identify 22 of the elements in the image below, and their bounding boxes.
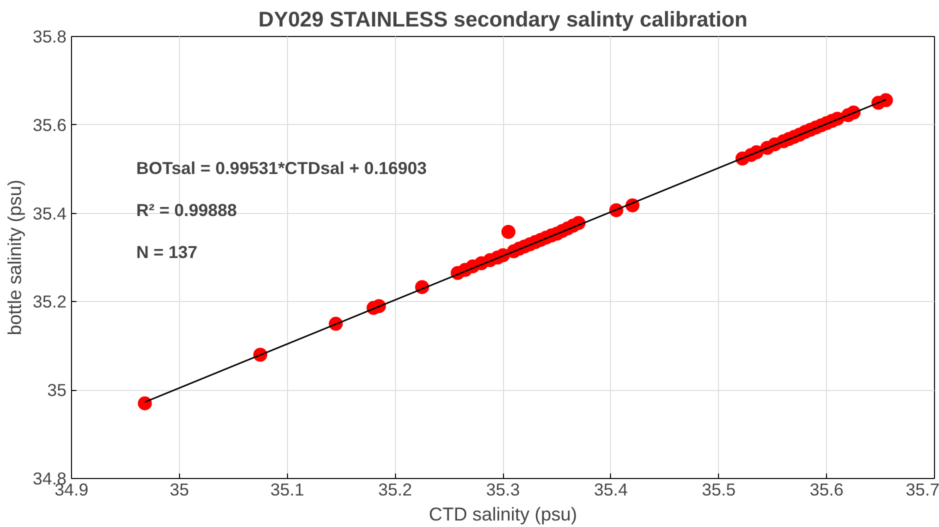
- y-tick-label: 35.8: [32, 26, 67, 46]
- y-tick-label: 35.4: [32, 203, 67, 224]
- annotation: N = 137: [136, 242, 198, 262]
- x-tick-label: 35.5: [702, 480, 736, 500]
- x-tick-label: 35: [170, 480, 190, 500]
- point: [878, 93, 893, 108]
- chart-title: DY029 STAINLESS secondary salinty calibration: [258, 8, 748, 32]
- x-axis-title: CTD salinity (psu): [428, 504, 578, 524]
- x-tick-label: 35.1: [270, 480, 304, 500]
- point: [138, 396, 152, 410]
- x-tick-label: 35.7: [906, 480, 939, 500]
- x-tick-label: 35.4: [594, 480, 628, 500]
- point: [501, 224, 516, 239]
- annotation: R² = 0.99888: [136, 200, 238, 220]
- y-tick-label: 35.6: [32, 114, 67, 135]
- x-tick-label: 35.6: [810, 480, 844, 500]
- annotation: BOTsal = 0.99531*CTDsal + 0.16903: [136, 158, 428, 178]
- y-axis-title: bottle salinity (psu): [4, 180, 25, 336]
- x-tick-label: 35.2: [378, 480, 412, 500]
- x-tick-label: 35.3: [486, 480, 520, 500]
- y-tick-label: 35: [47, 380, 67, 400]
- y-tick-label: 35.2: [32, 292, 67, 312]
